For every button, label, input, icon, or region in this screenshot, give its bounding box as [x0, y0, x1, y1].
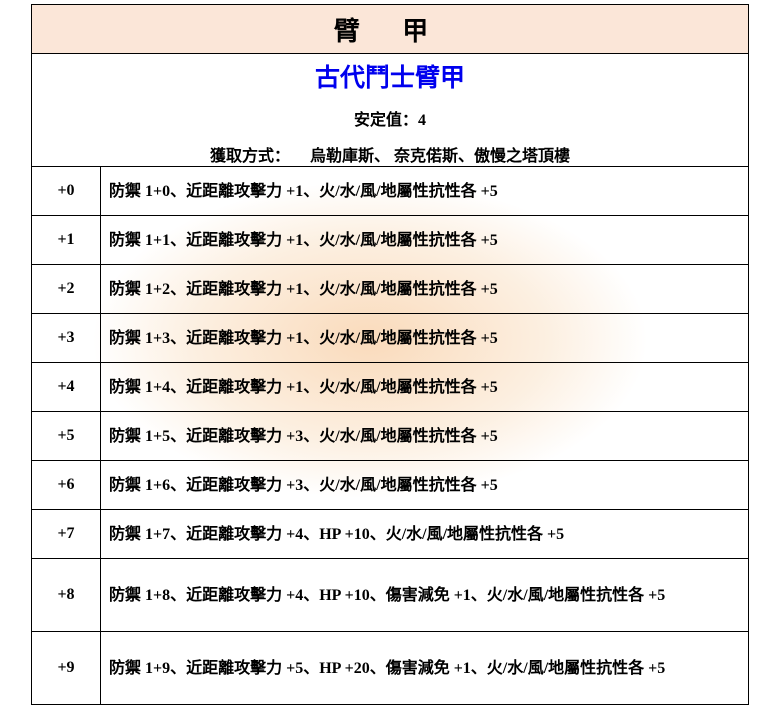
enchant-stats: 防禦 1+0、近距離攻擊力 +1、火/水/風/地屬性抗性各 +5	[100, 166, 749, 216]
enchant-level: +2	[31, 264, 101, 314]
table-row: +4 防禦 1+4、近距離攻擊力 +1、火/水/風/地屬性抗性各 +5	[31, 362, 749, 412]
enchant-stats: 防禦 1+6、近距離攻擊力 +3、火/水/風/地屬性抗性各 +5	[100, 460, 749, 510]
enchant-level: +1	[31, 215, 101, 265]
stability-value: 安定值：4	[353, 112, 426, 129]
enchant-stats: 防禦 1+7、近距離攻擊力 +4、HP +10、火/水/風/地屬性抗性各 +5	[100, 509, 749, 559]
enchant-stats: 防禦 1+1、近距離攻擊力 +1、火/水/風/地屬性抗性各 +5	[100, 215, 749, 265]
table-row: +5 防禦 1+5、近距離攻擊力 +3、火/水/風/地屬性抗性各 +5	[31, 411, 749, 461]
enchant-level: +3	[31, 313, 101, 363]
table-row: +1 防禦 1+1、近距離攻擊力 +1、火/水/風/地屬性抗性各 +5	[31, 215, 749, 265]
enchant-level: +0	[31, 166, 101, 216]
enchant-level: +8	[31, 558, 101, 632]
item-name: 古代鬥士臂甲	[314, 65, 465, 92]
enchant-stats: 防禦 1+8、近距離攻擊力 +4、HP +10、傷害減免 +1、火/水/風/地屬…	[100, 558, 749, 632]
source-value: 烏勒庫斯、 奈克偌斯、傲慢之塔頂樓	[310, 148, 571, 165]
enchant-stats: 防禦 1+9、近距離攻擊力 +5、HP +20、傷害減免 +1、火/水/風/地屬…	[100, 631, 749, 705]
enchant-stats: 防禦 1+4、近距離攻擊力 +1、火/水/風/地屬性抗性各 +5	[100, 362, 749, 412]
enchant-stats: 防禦 1+2、近距離攻擊力 +1、火/水/風/地屬性抗性各 +5	[100, 264, 749, 314]
enchant-level: +5	[31, 411, 101, 461]
enchant-stats: 防禦 1+3、近距離攻擊力 +1、火/水/風/地屬性抗性各 +5	[100, 313, 749, 363]
enchant-level: +4	[31, 362, 101, 412]
table-row: +2 防禦 1+2、近距離攻擊力 +1、火/水/風/地屬性抗性各 +5	[31, 264, 749, 314]
table-row: +3 防禦 1+3、近距離攻擊力 +1、火/水/風/地屬性抗性各 +5	[31, 313, 749, 363]
table-row: +7 防禦 1+7、近距離攻擊力 +4、HP +10、火/水/風/地屬性抗性各 +…	[31, 509, 749, 559]
source-label: 獲取方式：	[209, 148, 290, 165]
enchant-level: +6	[31, 460, 101, 510]
item-info: 古代鬥士臂甲 安定值：4 獲取方式： 烏勒庫斯、 奈克偌斯、傲慢之塔頂樓	[31, 53, 749, 167]
table-row: +0 防禦 1+0、近距離攻擊力 +1、火/水/風/地屬性抗性各 +5	[31, 166, 749, 216]
table-title: 臂 甲	[31, 4, 749, 54]
armor-table: 臂 甲 古代鬥士臂甲 安定值：4 獲取方式： 烏勒庫斯、 奈克偌斯、傲慢之塔頂樓 …	[31, 4, 749, 705]
table-row: +9 防禦 1+9、近距離攻擊力 +5、HP +20、傷害減免 +1、火/水/風/…	[31, 631, 749, 705]
table-row: +6 防禦 1+6、近距離攻擊力 +3、火/水/風/地屬性抗性各 +5	[31, 460, 749, 510]
source-info: 獲取方式： 烏勒庫斯、 奈克偌斯、傲慢之塔頂樓	[32, 142, 748, 166]
enchant-stats: 防禦 1+5、近距離攻擊力 +3、火/水/風/地屬性抗性各 +5	[100, 411, 749, 461]
enchant-level: +7	[31, 509, 101, 559]
table-row: +8 防禦 1+8、近距離攻擊力 +4、HP +10、傷害減免 +1、火/水/風/…	[31, 558, 749, 632]
enchant-level: +9	[31, 631, 101, 705]
